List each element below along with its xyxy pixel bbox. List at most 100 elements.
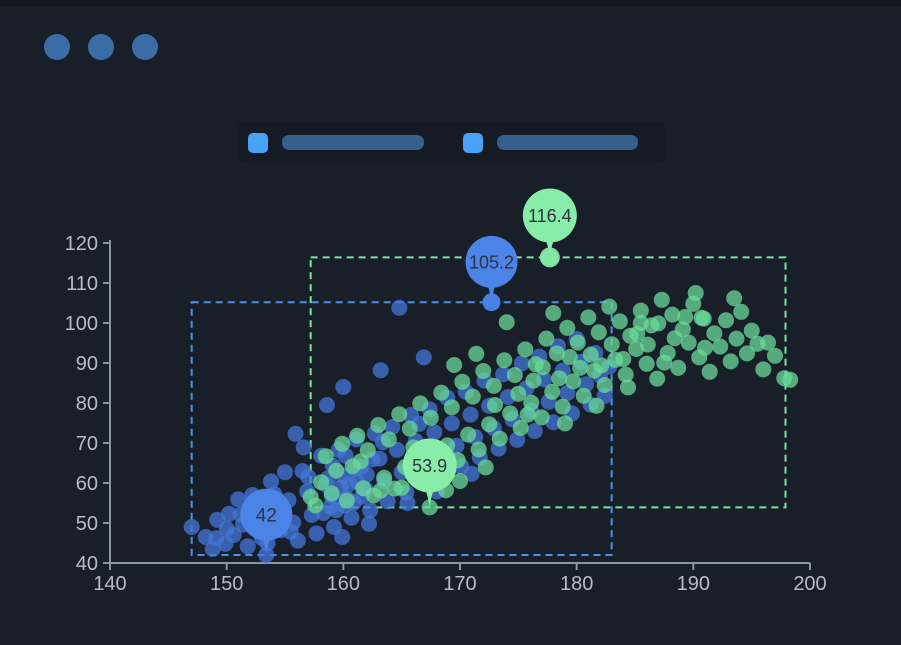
scatter-point[interactable]: [677, 309, 694, 325]
scatter-point[interactable]: [323, 485, 340, 502]
scatter-point[interactable]: [421, 499, 438, 516]
scatter-point[interactable]: [412, 395, 429, 412]
scatter-point[interactable]: [728, 330, 745, 347]
scatter-point[interactable]: [334, 529, 351, 545]
scatter-point[interactable]: [446, 357, 463, 373]
scatter-point[interactable]: [496, 352, 513, 369]
scatter-point[interactable]: [601, 298, 618, 315]
scatter-point[interactable]: [319, 397, 335, 413]
scatter-point[interactable]: [611, 313, 628, 330]
scatter-point[interactable]: [656, 354, 673, 371]
scatter-point[interactable]: [239, 538, 256, 555]
series-blue-min-markpoint-pin[interactable]: 42: [240, 488, 293, 555]
legend-item-series-blue[interactable]: [248, 132, 424, 153]
scatter-point[interactable]: [733, 303, 750, 320]
scatter-point[interactable]: [506, 367, 523, 383]
scatter-point[interactable]: [697, 339, 713, 356]
scatter-point[interactable]: [328, 462, 345, 479]
scatter-point[interactable]: [718, 312, 734, 329]
scatter-point[interactable]: [617, 366, 634, 383]
scatter-point[interactable]: [352, 453, 369, 470]
scatter-point[interactable]: [338, 492, 355, 509]
scatter-point[interactable]: [277, 464, 293, 481]
scatter-point[interactable]: [554, 398, 571, 415]
scatter-point[interactable]: [343, 509, 360, 526]
scatter-point[interactable]: [470, 441, 487, 458]
window-control-dot-2[interactable]: [88, 34, 114, 60]
series-green-min-markpoint-pin[interactable]: 53.9: [402, 438, 457, 508]
scatter-point[interactable]: [519, 406, 536, 423]
scatter-point[interactable]: [372, 482, 389, 499]
scatter-point[interactable]: [263, 473, 279, 490]
scatter-point[interactable]: [653, 291, 670, 308]
scatter-point[interactable]: [208, 530, 225, 547]
scatter-point[interactable]: [593, 357, 610, 374]
scatter-point[interactable]: [525, 372, 542, 389]
scatter-point[interactable]: [380, 431, 397, 448]
scatter-point[interactable]: [422, 409, 439, 426]
legend-item-series-green[interactable]: [463, 132, 638, 153]
scatter-point[interactable]: [639, 336, 656, 353]
scatter-point[interactable]: [376, 469, 393, 486]
scatter-point[interactable]: [726, 290, 743, 307]
scatter-point[interactable]: [603, 336, 620, 353]
scatter-point[interactable]: [335, 379, 352, 395]
scatter-point[interactable]: [349, 427, 366, 444]
scatter-point[interactable]: [475, 363, 492, 379]
scatter-point[interactable]: [620, 379, 636, 396]
scatter-point[interactable]: [548, 345, 565, 362]
scatter-point[interactable]: [760, 334, 776, 351]
scatter-point[interactable]: [509, 431, 526, 448]
scatter-point[interactable]: [464, 388, 481, 405]
scatter-point[interactable]: [287, 425, 304, 442]
scatter-point[interactable]: [443, 415, 460, 432]
scatter-point[interactable]: [533, 409, 550, 426]
scatter-point[interactable]: [701, 363, 718, 380]
scatter-point[interactable]: [460, 426, 477, 443]
scatter-point[interactable]: [230, 491, 247, 508]
scatter-point[interactable]: [572, 359, 589, 376]
scatter-point[interactable]: [545, 305, 562, 321]
scatter-point[interactable]: [582, 346, 599, 363]
scatter-point[interactable]: [481, 416, 498, 433]
window-control-dot-3[interactable]: [132, 34, 158, 60]
scatter-point[interactable]: [565, 373, 582, 390]
scatter-point[interactable]: [706, 325, 723, 342]
scatter-point[interactable]: [670, 359, 687, 376]
scatter-point[interactable]: [544, 383, 561, 400]
scatter-point[interactable]: [580, 309, 597, 326]
scatter-point[interactable]: [443, 399, 460, 416]
scatter-point[interactable]: [415, 349, 432, 366]
scatter-point[interactable]: [452, 473, 468, 489]
scatter-point[interactable]: [295, 439, 312, 456]
scatter-point[interactable]: [384, 419, 401, 435]
scatter-point[interactable]: [575, 387, 592, 404]
scatter-point[interactable]: [523, 394, 540, 411]
scatter-point[interactable]: [767, 347, 783, 364]
scatter-point[interactable]: [693, 309, 710, 326]
scatter-point[interactable]: [590, 324, 607, 341]
scatter-point[interactable]: [183, 519, 200, 535]
scatter-point[interactable]: [477, 459, 494, 476]
series-green-max-markpoint-pin[interactable]: 116.4: [522, 188, 577, 268]
scatter-point[interactable]: [510, 385, 527, 402]
scatter-point[interactable]: [218, 520, 235, 537]
scatter-point[interactable]: [517, 341, 534, 358]
scatter-point[interactable]: [561, 349, 578, 365]
scatter-point[interactable]: [433, 384, 450, 401]
scatter-point[interactable]: [664, 306, 681, 323]
scatter-point[interactable]: [300, 469, 317, 485]
scatter-point[interactable]: [526, 423, 543, 439]
scatter-point[interactable]: [722, 353, 739, 370]
scatter-point[interactable]: [538, 330, 555, 347]
scatter-point[interactable]: [755, 361, 772, 378]
scatter-point[interactable]: [426, 424, 443, 441]
scatter-point[interactable]: [468, 345, 485, 362]
scatter-point[interactable]: [559, 319, 576, 336]
scatter-point[interactable]: [307, 497, 324, 514]
scatter-point[interactable]: [221, 505, 237, 522]
scatter-point[interactable]: [361, 515, 377, 532]
scatter-point[interactable]: [557, 415, 573, 432]
scatter-point[interactable]: [712, 338, 729, 355]
scatter-point[interactable]: [596, 377, 613, 393]
